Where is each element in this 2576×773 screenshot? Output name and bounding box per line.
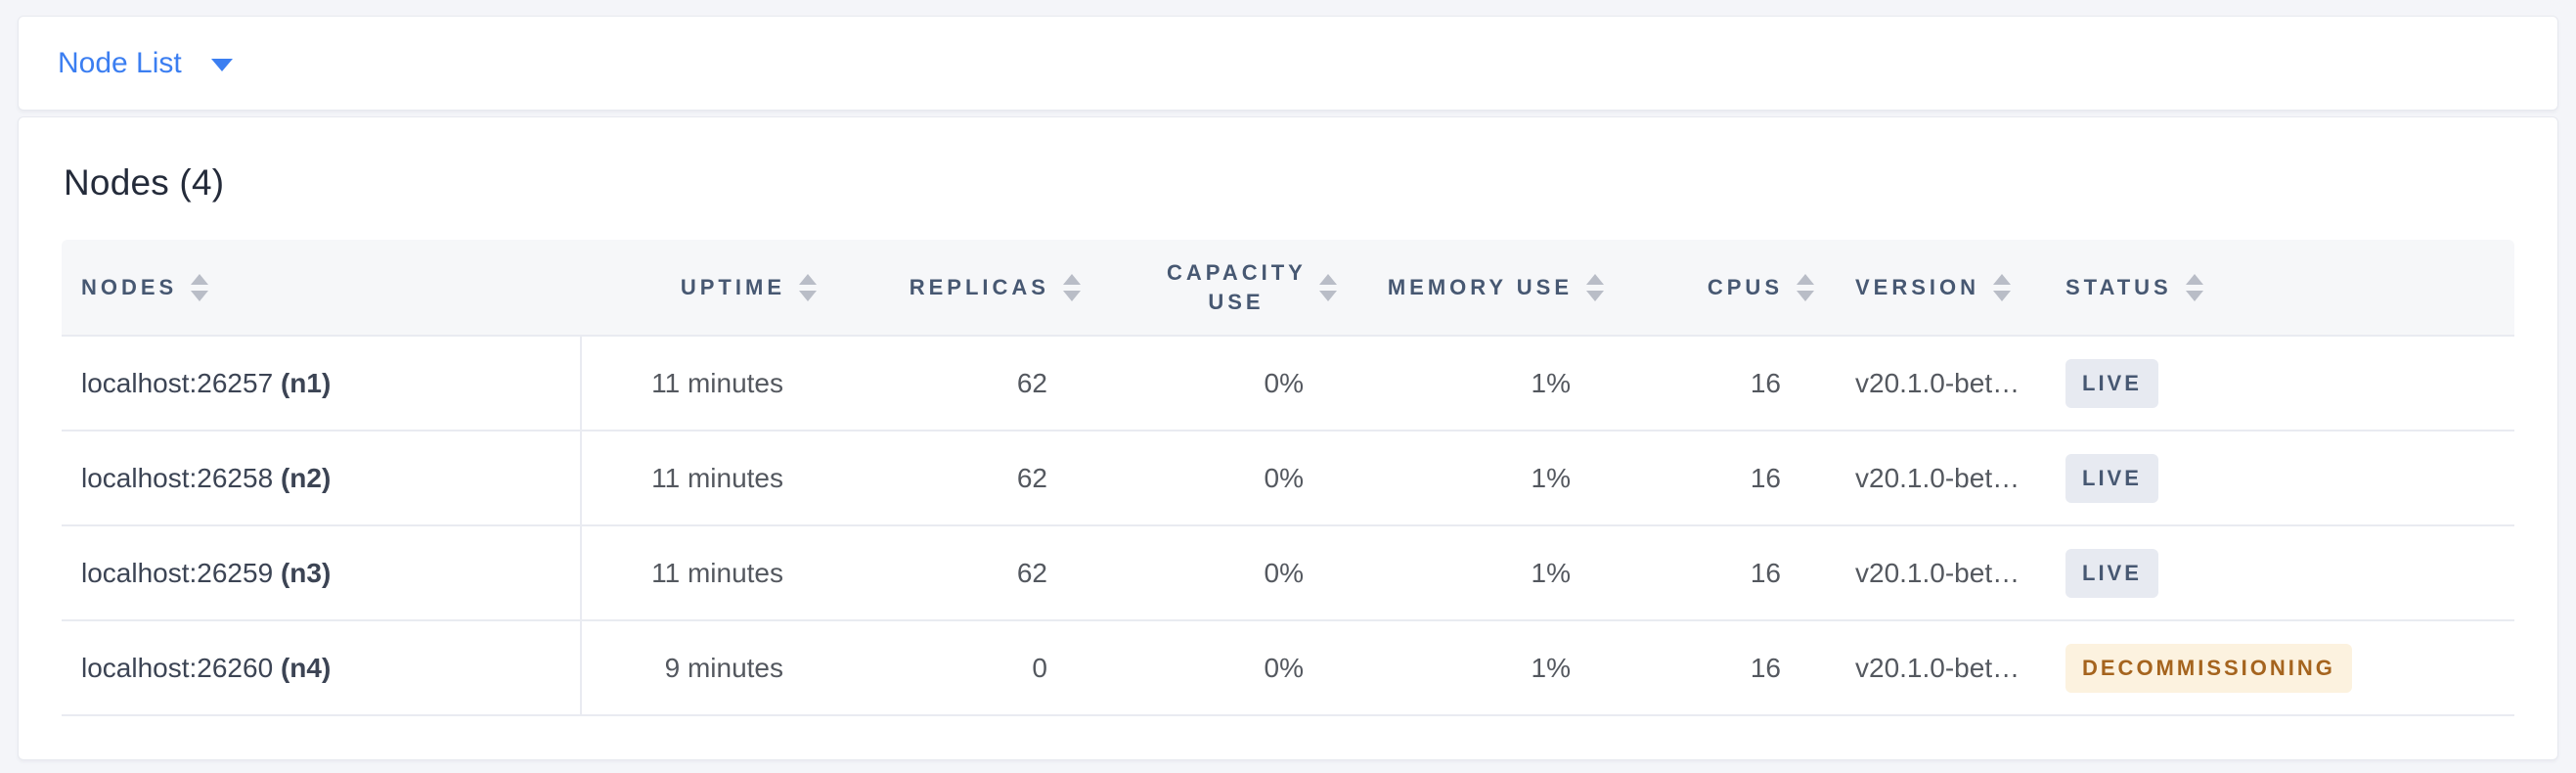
node-address: localhost:26258: [81, 462, 274, 493]
col-label: CPUS: [1707, 274, 1783, 299]
uptime-cell: 11 minutes: [581, 524, 822, 620]
col-header-memory-use[interactable]: MEMORY USE: [1343, 240, 1610, 336]
version-cell: v20.1.0-bet…: [1820, 335, 2050, 431]
nodes-card: Nodes (4) NODES: [18, 116, 2558, 760]
col-header-status[interactable]: STATUS: [2050, 240, 2514, 336]
node-address-cell[interactable]: localhost:26259 (n3): [62, 524, 582, 620]
sort-icon[interactable]: [1586, 273, 1604, 301]
col-label: UPTIME: [680, 274, 785, 299]
table-header-row: NODES UPTIME REPLICAS: [62, 240, 2514, 336]
node-id: (n4): [280, 652, 332, 683]
node-id: (n1): [280, 367, 332, 398]
capacity-use-cell: 0%: [1087, 524, 1343, 620]
node-id: (n3): [280, 557, 332, 588]
chevron-down-icon: [210, 58, 233, 71]
table-row[interactable]: localhost:26259 (n3) 11 minutes 62 0% 1%…: [62, 524, 2514, 620]
node-address-cell[interactable]: localhost:26257 (n1): [62, 335, 582, 431]
replicas-cell: 62: [822, 430, 1087, 525]
version-cell: v20.1.0-bet…: [1820, 524, 2050, 620]
version-cell: v20.1.0-bet…: [1820, 619, 2050, 716]
node-address-cell[interactable]: localhost:26260 (n4): [62, 619, 582, 716]
table-row[interactable]: localhost:26257 (n1) 11 minutes 62 0% 1%…: [62, 335, 2514, 431]
capacity-use-cell: 0%: [1087, 335, 1343, 431]
replicas-cell: 0: [822, 619, 1087, 716]
status-cell: LIVE: [2050, 430, 2514, 525]
status-cell: LIVE: [2050, 524, 2514, 620]
col-header-nodes[interactable]: NODES: [62, 240, 581, 336]
cpus-cell: 16: [1610, 430, 1820, 525]
node-address-cell[interactable]: localhost:26258 (n2): [62, 430, 582, 525]
view-selector-card: Node List: [18, 16, 2558, 111]
node-address: localhost:26260: [81, 652, 274, 683]
sort-icon[interactable]: [1319, 273, 1337, 301]
col-label: CAPACITY USE: [1167, 259, 1307, 314]
table-row[interactable]: localhost:26258 (n2) 11 minutes 62 0% 1%…: [62, 430, 2514, 525]
sort-icon[interactable]: [799, 273, 817, 301]
status-cell: DECOMMISSIONING: [2050, 619, 2514, 716]
memory-use-cell: 1%: [1343, 619, 1610, 716]
cpus-cell: 16: [1610, 335, 1820, 431]
status-cell: LIVE: [2050, 335, 2514, 431]
sort-icon[interactable]: [2185, 273, 2203, 301]
memory-use-cell: 1%: [1343, 335, 1610, 431]
sort-icon[interactable]: [1063, 273, 1081, 301]
status-badge: LIVE: [2065, 548, 2158, 598]
col-header-replicas[interactable]: REPLICAS: [822, 240, 1087, 336]
col-header-capacity-use[interactable]: CAPACITY USE: [1087, 240, 1343, 336]
col-label: REPLICAS: [909, 274, 1049, 299]
page-title: Nodes (4): [64, 162, 225, 203]
sort-icon[interactable]: [1797, 273, 1814, 301]
sort-icon[interactable]: [1993, 273, 2012, 301]
table-row[interactable]: localhost:26260 (n4) 9 minutes 0 0% 1% 1…: [62, 619, 2514, 716]
col-label: NODES: [81, 274, 178, 299]
cpus-cell: 16: [1610, 619, 1820, 716]
version-cell: v20.1.0-bet…: [1820, 430, 2050, 525]
memory-use-cell: 1%: [1343, 430, 1610, 525]
capacity-use-cell: 0%: [1087, 619, 1343, 716]
replicas-cell: 62: [822, 524, 1087, 620]
capacity-use-cell: 0%: [1087, 430, 1343, 525]
memory-use-cell: 1%: [1343, 524, 1610, 620]
view-dropdown-label: Node List: [58, 46, 182, 79]
status-badge: DECOMMISSIONING: [2065, 643, 2352, 693]
cpus-cell: 16: [1610, 524, 1820, 620]
uptime-cell: 11 minutes: [581, 430, 822, 525]
col-header-version[interactable]: VERSION: [1820, 240, 2050, 336]
uptime-cell: 9 minutes: [581, 619, 822, 716]
col-label: STATUS: [2065, 274, 2172, 299]
view-dropdown[interactable]: Node List: [58, 47, 233, 80]
col-header-uptime[interactable]: UPTIME: [581, 240, 822, 336]
col-label: VERSION: [1855, 274, 1980, 299]
nodes-table: NODES UPTIME REPLICAS: [62, 240, 2514, 716]
col-header-cpus[interactable]: CPUS: [1610, 240, 1820, 336]
node-address: localhost:26259: [81, 557, 274, 588]
replicas-cell: 62: [822, 335, 1087, 431]
node-id: (n2): [280, 462, 332, 493]
sort-icon[interactable]: [191, 273, 209, 301]
node-address: localhost:26257: [81, 367, 274, 398]
uptime-cell: 11 minutes: [581, 335, 822, 431]
status-badge: LIVE: [2065, 453, 2158, 503]
col-label: MEMORY USE: [1387, 274, 1573, 299]
status-badge: LIVE: [2065, 358, 2158, 408]
